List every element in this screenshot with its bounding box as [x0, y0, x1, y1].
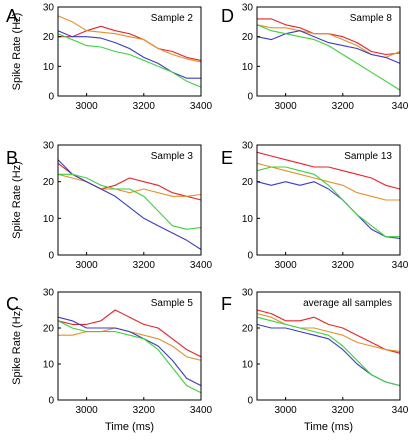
x-tick-label: 3200 — [133, 405, 156, 416]
series-line-2 — [57, 15, 202, 63]
chart-panel-e: 0 10 20 30 3000 3200 340 E Sample 13 — [221, 141, 408, 272]
x-tick-label: 3000 — [75, 101, 98, 112]
plot-frame — [57, 291, 202, 401]
x-tick-label: 3200 — [133, 260, 156, 271]
y-tick-label: 30 — [242, 141, 254, 152]
series-line-2 — [256, 313, 401, 352]
y-axis-title: Spike Rate (Hz) — [11, 13, 23, 91]
chart-panel-b: 0 10 20 30 3000 3200 3400 B Sample 3 Spike Rate (… — [6, 141, 213, 272]
sample-label: Sample 5 — [151, 298, 194, 309]
x-tick-label: 3000 — [274, 260, 297, 271]
x-tick-label: 3400 — [190, 405, 213, 416]
series-line-1 — [58, 25, 202, 61]
y-tick-label: 0 — [48, 251, 54, 262]
y-tick-label: 10 — [242, 214, 254, 225]
panel-letter: F — [221, 294, 232, 314]
y-tick-label: 10 — [242, 360, 254, 371]
series-line-1 — [57, 162, 202, 201]
panel-letter: C — [6, 294, 19, 314]
y-tick-label: 20 — [242, 177, 254, 188]
y-tick-label: 10 — [242, 62, 254, 73]
x-tick-label: 3000 — [274, 101, 297, 112]
x-tick-label: 3200 — [332, 260, 355, 271]
sample-label: Sample 2 — [151, 13, 194, 24]
chart-panel-a: 0 10 20 30 3000 3200 3400 A Sample 2 Spike Rate (… — [6, 3, 213, 113]
y-tick-label: 20 — [43, 324, 55, 335]
y-tick-label: 30 — [43, 288, 55, 299]
y-axis-title: Spike Rate (Hz) — [11, 161, 23, 239]
panel-letter: B — [6, 148, 18, 168]
plot-frame — [256, 144, 401, 256]
y-tick-label: 20 — [242, 324, 254, 335]
y-tick-label: 10 — [43, 214, 55, 225]
sample-label: Sample 13 — [344, 151, 392, 162]
series-line-2 — [256, 162, 400, 201]
y-tick-label: 0 — [247, 92, 253, 103]
x-tick-label: 340 — [392, 101, 408, 112]
sample-label: Sample 3 — [151, 151, 194, 162]
x-tick-label: 3400 — [190, 101, 213, 112]
panel-letter: D — [221, 6, 234, 26]
y-tick-label: 30 — [242, 3, 254, 14]
sample-label: Sample 8 — [350, 13, 393, 24]
y-tick-label: 10 — [43, 360, 55, 371]
y-tick-label: 30 — [43, 141, 55, 152]
x-tick-label: 3200 — [133, 101, 156, 112]
x-tick-label: 3200 — [332, 405, 355, 416]
y-tick-label: 0 — [247, 251, 253, 262]
series-line-3 — [256, 323, 401, 387]
chart-panel-d: 0 10 20 30 3000 3200 340 D Sample 8 — [221, 3, 408, 113]
x-axis-title: Time (ms) — [105, 421, 154, 433]
chart-panel-c: 0 10 20 30 3000 3200 3400 C Sample 5 Spike Rate (… — [6, 288, 213, 434]
series-line-4 — [58, 173, 202, 230]
series-line-4 — [57, 33, 202, 88]
panel-letter: A — [6, 6, 18, 26]
y-tick-label: 30 — [43, 3, 55, 14]
x-tick-label: 340 — [392, 405, 408, 416]
panel-letter: E — [221, 148, 233, 168]
y-tick-label: 20 — [242, 32, 254, 43]
sample-label: average all samples — [303, 298, 392, 309]
series-line-4 — [256, 166, 400, 238]
x-tick-label: 3000 — [75, 260, 98, 271]
series-line-3 — [57, 316, 202, 387]
x-tick-label: 3400 — [190, 260, 213, 271]
series-line-3 — [57, 30, 201, 79]
y-tick-label: 0 — [48, 396, 54, 407]
series-line-4 — [256, 316, 401, 387]
series-line-3 — [57, 159, 202, 250]
x-tick-label: 3000 — [274, 405, 297, 416]
x-axis-title: Time (ms) — [304, 421, 353, 433]
series-line-1 — [57, 309, 202, 358]
y-tick-label: 0 — [48, 92, 54, 103]
y-tick-label: 0 — [247, 396, 253, 407]
plot-frame — [256, 6, 401, 97]
y-axis-title: Spike Rate (Hz) — [11, 307, 23, 385]
y-tick-label: 20 — [43, 177, 55, 188]
series-line-4 — [57, 320, 202, 394]
y-tick-label: 30 — [242, 288, 254, 299]
y-tick-label: 10 — [43, 62, 55, 73]
y-tick-label: 20 — [43, 32, 55, 43]
series-line-1 — [256, 151, 401, 190]
series-line-2 — [57, 173, 202, 197]
series-line-4 — [256, 24, 401, 91]
plot-frame — [57, 144, 202, 256]
plot-frame — [57, 6, 202, 97]
series-line-3 — [256, 181, 401, 240]
chart-panel-f: 0 10 20 30 3000 3200 340 F average all samples Ti… — [221, 288, 408, 434]
plot-frame — [256, 291, 401, 401]
x-tick-label: 340 — [392, 260, 408, 271]
x-tick-label: 3200 — [332, 101, 355, 112]
x-tick-label: 3000 — [75, 405, 98, 416]
series-line-1 — [256, 309, 401, 354]
series-line-3 — [256, 30, 401, 64]
